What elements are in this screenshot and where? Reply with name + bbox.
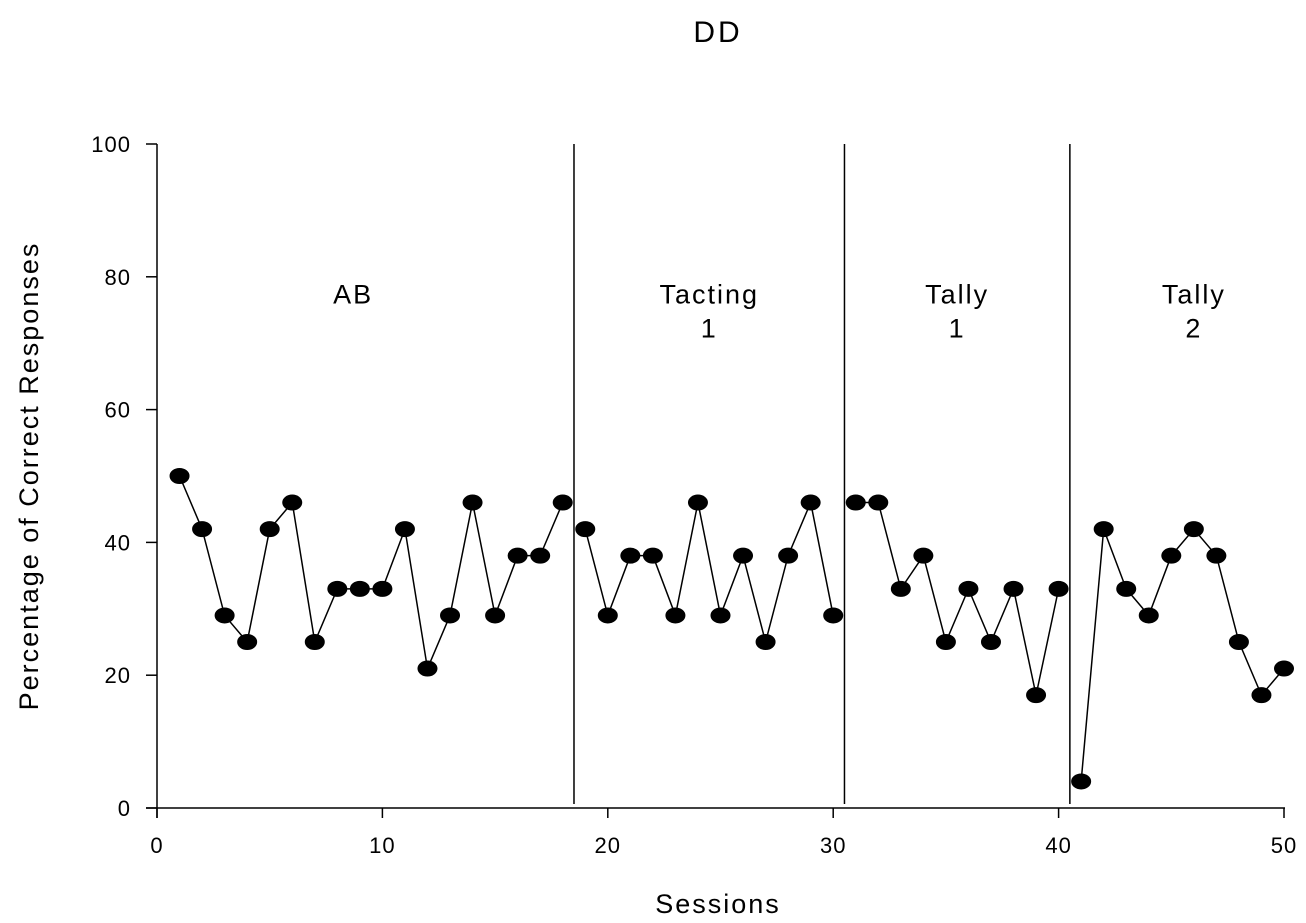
data-point — [778, 547, 799, 564]
data-point — [597, 607, 618, 624]
data-point — [800, 494, 821, 511]
series-line-segment — [584, 500, 834, 645]
data-point — [1003, 580, 1024, 597]
data-point — [890, 580, 911, 597]
data-point — [1183, 521, 1204, 538]
data-point — [394, 521, 415, 538]
data-point — [507, 547, 528, 564]
data-point — [1138, 607, 1159, 624]
x-tick-label: 0 — [150, 833, 163, 858]
data-point — [823, 607, 844, 624]
data-point — [169, 468, 190, 484]
y-tick-label: 40 — [105, 530, 131, 555]
data-point — [665, 607, 686, 624]
data-point — [462, 494, 483, 511]
data-point — [417, 660, 438, 677]
phase-label: Tally — [925, 279, 989, 309]
data-point — [1206, 547, 1227, 564]
data-point — [282, 494, 303, 511]
series-line-segment — [855, 501, 1060, 696]
data-point — [372, 580, 393, 597]
x-tick-label: 40 — [1045, 833, 1071, 858]
data-point — [935, 634, 956, 650]
data-point — [913, 547, 934, 564]
data-point — [1228, 634, 1249, 650]
data-point — [1093, 521, 1114, 538]
phase-label: Tacting — [659, 279, 759, 309]
data-point — [845, 494, 866, 511]
phase-label: 1 — [949, 313, 966, 343]
data-point — [980, 634, 1001, 650]
y-tick-label: 20 — [105, 663, 131, 688]
phase-label: AB — [333, 279, 373, 309]
chart-title: DD — [693, 16, 742, 49]
data-point — [1116, 580, 1137, 597]
data-point — [1048, 580, 1069, 597]
data-point — [620, 547, 641, 564]
data-point — [304, 634, 325, 650]
data-point — [733, 547, 754, 564]
data-point — [1026, 687, 1047, 704]
data-point — [485, 607, 506, 624]
series-line-segment — [1080, 527, 1285, 782]
y-axis-label: Percentage of Correct Responses — [14, 242, 44, 711]
data-point — [327, 580, 348, 597]
x-axis-label: Sessions — [655, 889, 781, 919]
data-point — [530, 547, 551, 564]
y-tick-label: 80 — [105, 265, 131, 290]
y-tick-label: 100 — [91, 132, 131, 157]
y-tick-label: 0 — [118, 796, 131, 821]
data-point — [237, 634, 258, 650]
x-tick-label: 30 — [820, 833, 846, 858]
data-point — [687, 494, 708, 511]
data-point — [552, 494, 573, 511]
data-point — [1071, 773, 1092, 790]
data-point — [868, 494, 889, 511]
data-point — [1161, 547, 1182, 564]
phase-label: 2 — [1185, 313, 1202, 343]
data-point — [575, 521, 596, 538]
data-point — [1274, 660, 1294, 677]
data-point — [192, 521, 213, 538]
x-tick-label: 50 — [1271, 833, 1297, 858]
data-point — [1251, 687, 1272, 704]
data-point — [259, 521, 280, 538]
data-point — [440, 607, 461, 624]
phase-label: 1 — [701, 313, 718, 343]
data-point — [642, 547, 663, 564]
x-tick-label: 10 — [369, 833, 395, 858]
data-point — [349, 580, 370, 597]
x-tick-label: 20 — [595, 833, 621, 858]
data-point — [755, 634, 776, 650]
data-point — [214, 607, 235, 624]
series-line-segment — [178, 475, 564, 672]
data-point — [710, 607, 731, 624]
data-point — [958, 580, 979, 597]
phase-label: Tally — [1162, 279, 1226, 309]
y-tick-label: 60 — [105, 398, 131, 423]
